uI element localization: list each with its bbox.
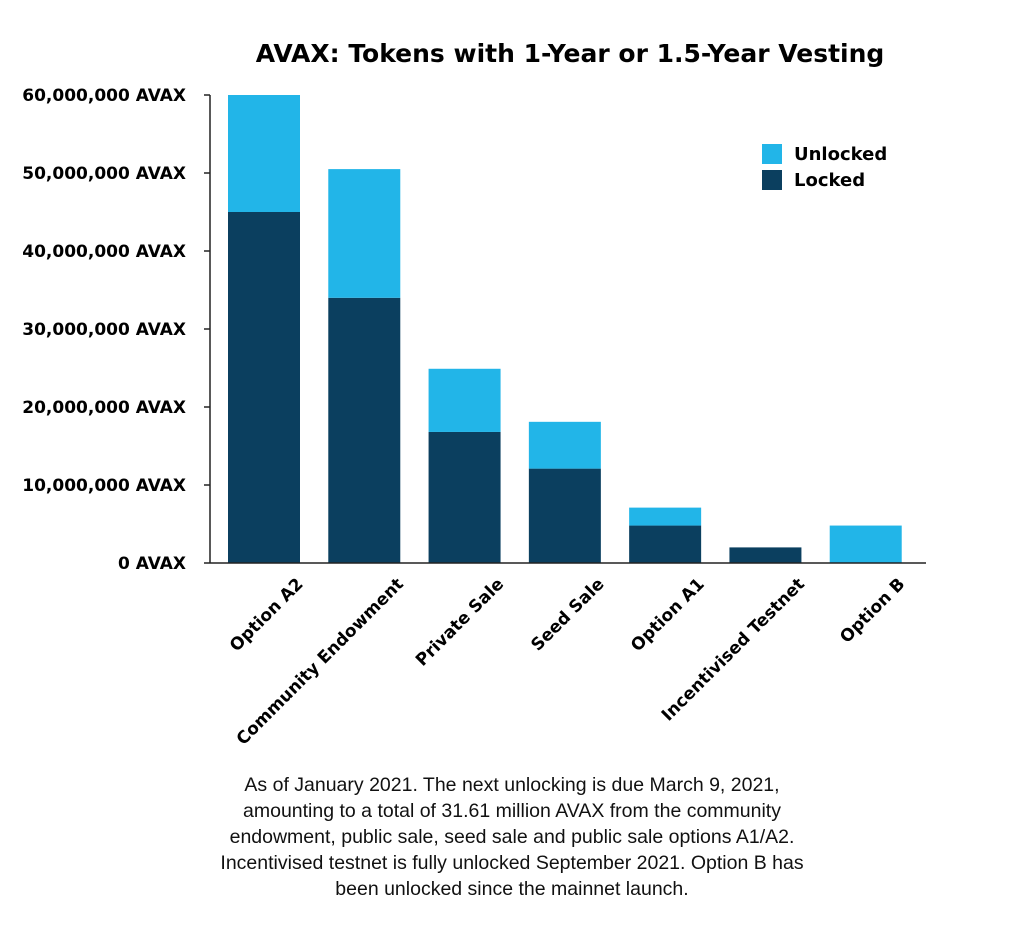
chart-caption: As of January 2021. The next unlocking i… <box>212 772 812 902</box>
caption-line: endowment, public sale, seed sale and pu… <box>229 826 795 848</box>
bar-locked <box>729 547 802 563</box>
bar-locked <box>428 431 501 563</box>
stacked-bar-chart: AVAX: Tokens with 1-Year or 1.5-Year Ves… <box>22 39 926 749</box>
bars-group <box>228 95 902 563</box>
x-tick-label: Option B <box>836 574 909 647</box>
legend-label-locked: Locked <box>794 170 865 191</box>
caption-line: been unlocked since the mainnet launch. <box>335 878 689 900</box>
caption-line: amounting to a total of 31.61 million AV… <box>243 800 781 822</box>
y-axis: 0 AVAX 10,000,000 AVAX 20,000,000 AVAX 30,0… <box>22 86 211 574</box>
legend-swatch-unlocked <box>762 144 782 164</box>
caption-line: As of January 2021. The next unlocking i… <box>244 774 780 796</box>
y-tick-label: 30,000,000 AVAX <box>22 320 186 340</box>
x-tick-label: Option A2 <box>226 574 308 656</box>
bar-unlocked <box>428 368 501 432</box>
x-tick-label: Seed Sale <box>527 574 608 655</box>
x-tick-label: Community Endowment <box>233 574 408 749</box>
x-tick-label: Option A1 <box>627 574 709 656</box>
y-tick-label: 20,000,000 AVAX <box>22 398 186 418</box>
legend-label-unlocked: Unlocked <box>794 144 887 165</box>
legend: Unlocked Locked <box>762 144 887 191</box>
y-tick-label: 0 AVAX <box>118 554 186 574</box>
legend-swatch-locked <box>762 170 782 190</box>
bar-locked <box>629 525 702 563</box>
bar-locked <box>528 468 601 563</box>
caption-line: Incentivised testnet is fully unlocked S… <box>220 852 804 874</box>
y-tick-label: 50,000,000 AVAX <box>22 164 186 184</box>
x-tick-label: Private Sale <box>412 574 508 670</box>
y-tick-label: 60,000,000 AVAX <box>22 86 186 106</box>
bar-unlocked <box>528 421 601 469</box>
bar-unlocked <box>629 507 702 526</box>
bar-locked <box>228 212 300 563</box>
bar-unlocked <box>829 525 902 563</box>
bar-locked <box>328 297 401 563</box>
bar-unlocked <box>328 169 401 298</box>
chart-title: AVAX: Tokens with 1-Year or 1.5-Year Ves… <box>256 39 885 68</box>
y-tick-label: 10,000,000 AVAX <box>22 476 186 496</box>
y-tick-label: 40,000,000 AVAX <box>22 242 186 262</box>
bar-unlocked <box>228 95 300 212</box>
